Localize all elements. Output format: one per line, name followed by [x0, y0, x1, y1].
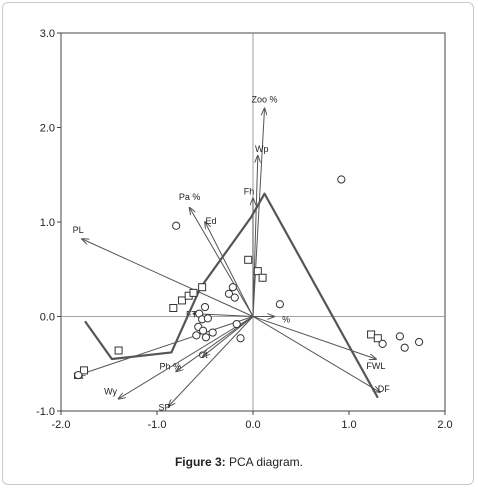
loading-vector — [190, 208, 254, 317]
site-points — [74, 175, 424, 380]
site-square — [169, 303, 178, 312]
site-circle — [228, 283, 237, 292]
x-tick-label: 1.0 — [341, 419, 356, 431]
y-tick-label: 0.0 — [40, 312, 55, 324]
axis-ticks: -2.0 -1.0 0.0 1.0 2.0-1.00.01.02.03.0 — [36, 28, 453, 431]
loading-vector — [78, 316, 254, 376]
vector-label: DF — [378, 384, 390, 394]
x-tick-label: 0.0 — [245, 419, 260, 431]
site-square — [367, 330, 376, 339]
site-circle — [74, 370, 83, 380]
loading-vector — [193, 314, 254, 317]
site-square — [114, 346, 123, 355]
loading-vector — [252, 156, 258, 317]
loading-vector — [252, 316, 380, 393]
site-circle — [230, 293, 239, 302]
site-circle — [203, 314, 212, 323]
x-tick-label: -2.0 — [52, 419, 71, 431]
loading-vector — [252, 109, 265, 317]
vector-label: Ct — [199, 350, 208, 360]
site-circle — [198, 326, 208, 335]
vector-label: Zoo % — [252, 95, 278, 105]
site-circle — [378, 339, 387, 349]
vector-label: Ed — [205, 216, 216, 226]
site-circle — [236, 334, 245, 343]
vector-label: FT — [186, 310, 197, 320]
site-circle — [192, 331, 201, 340]
site-circle — [224, 289, 234, 298]
vector-label: Wp — [255, 144, 269, 154]
site-square — [189, 288, 198, 297]
loading-vector — [82, 239, 254, 317]
y-tick-label: 1.0 — [40, 217, 55, 229]
y-tick-label: -1.0 — [36, 406, 55, 418]
loading-vector — [203, 316, 254, 357]
site-circle — [337, 175, 346, 184]
site-square — [80, 366, 89, 375]
vector-label: PL — [73, 225, 84, 235]
y-tick-label: 2.0 — [40, 123, 55, 135]
caption-prefix: Figure 3: — [174, 455, 226, 469]
caption-text: PCA diagram. — [225, 455, 304, 469]
site-circle — [414, 337, 424, 347]
vector-label: FWL — [366, 361, 385, 371]
site-circle — [208, 328, 217, 337]
y-tick-label: 3.0 — [40, 28, 55, 40]
x-tick-label: 2.0 — [437, 419, 452, 431]
vector-label: Fh — [244, 186, 255, 196]
loading-vector — [119, 316, 254, 399]
site-circle — [232, 319, 241, 329]
vector-label: Wy — [104, 387, 117, 397]
site-circle — [275, 300, 284, 309]
site-circle — [400, 343, 409, 352]
site-square — [177, 296, 186, 305]
site-square — [198, 283, 207, 292]
loading-vector — [252, 316, 376, 360]
site-circle — [200, 302, 210, 312]
x-tick-label: -1.0 — [148, 419, 167, 431]
vector-label: Ph % — [159, 361, 181, 371]
figure-caption: Figure 3: PCA diagram. — [0, 455, 478, 469]
loading-vector — [169, 316, 254, 407]
vector-label: Pa % — [179, 192, 201, 202]
vector-label: % — [282, 315, 290, 325]
site-circle — [201, 333, 211, 342]
site-circle — [172, 221, 181, 230]
vector-label: SP — [159, 402, 171, 412]
site-square — [258, 273, 267, 282]
site-square — [244, 255, 253, 264]
site-circle — [395, 332, 404, 341]
site-square — [253, 267, 262, 276]
site-square — [373, 334, 382, 343]
loading-vector — [176, 316, 254, 372]
loading-vector — [205, 222, 254, 317]
